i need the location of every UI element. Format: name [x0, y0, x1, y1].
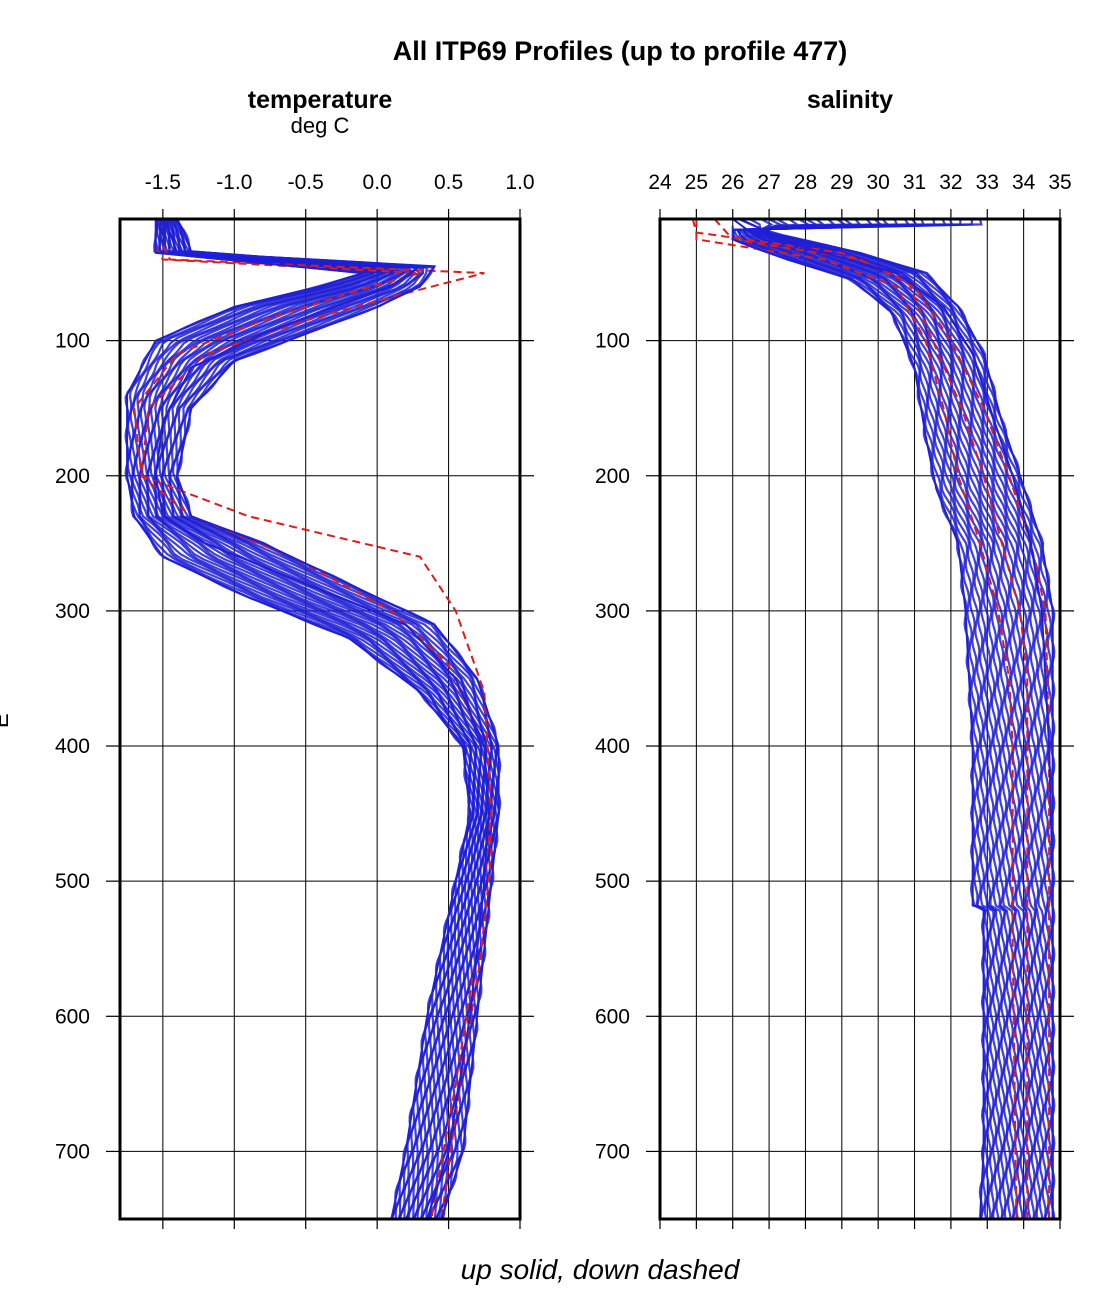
figure-caption: up solid, down dashed — [461, 1254, 741, 1285]
salinity-profiles — [691, 219, 1056, 1219]
salinity-up-profile — [740, 219, 1009, 1219]
salinity-xtick-label: 34 — [1012, 171, 1036, 194]
temperature-up-profile — [145, 219, 484, 1219]
salinity-up-profile — [736, 219, 1003, 1219]
temperature-xtick-label: -0.5 — [288, 171, 324, 194]
salinity-ytick-label: 400 — [595, 735, 630, 758]
salinity-up-profile — [737, 219, 998, 1219]
salinity-ytick-label: 100 — [595, 330, 630, 353]
salinity-up-profile — [741, 219, 1014, 1219]
temperature-up-profile — [158, 219, 491, 1219]
temperature-up-profile — [131, 219, 476, 1219]
salinity-xtick-label: 28 — [794, 171, 817, 194]
salinity-down-profile — [695, 219, 1018, 1219]
salinity-xtick-label: 33 — [976, 171, 999, 194]
temperature-plot-frame — [118, 217, 522, 1221]
salinity-up-profile — [743, 219, 1023, 1219]
salinity-ytick-label: 600 — [595, 1005, 630, 1028]
temperature-up-profile — [153, 219, 489, 1219]
salinity-xtick-label: 27 — [757, 171, 780, 194]
salinity-xtick-label: 26 — [721, 171, 744, 194]
salinity-up-profile — [739, 219, 1012, 1219]
temperature-up-profile — [126, 219, 472, 1219]
salinity-down-profile — [691, 219, 1029, 1219]
temperature-ytick-label: 500 — [55, 870, 90, 893]
temperature-ytick-label: 600 — [55, 1005, 90, 1028]
temperature-xtick-label: 1.0 — [505, 171, 534, 194]
salinity-ytick-label: 700 — [595, 1140, 630, 1163]
temperature-panel-title: temperature — [248, 86, 393, 114]
y-axis-label-fragment: E — [0, 713, 13, 728]
salinity-xtick-label: 25 — [685, 171, 708, 194]
temperature-xtick-label: -1.5 — [145, 171, 181, 194]
salinity-up-profile — [739, 219, 1054, 1219]
salinity-up-profile — [749, 219, 1053, 1219]
temperature-xtick-label: -1.0 — [216, 171, 252, 194]
temperature-up-profile — [128, 219, 475, 1219]
temperature-xtick-label: 0.0 — [363, 171, 392, 194]
temperature-ytick-label: 200 — [55, 465, 90, 488]
salinity-panel-title: salinity — [807, 86, 893, 114]
temperature-up-profile — [143, 219, 483, 1219]
salinity-up-profile — [732, 219, 992, 1219]
salinity-up-profile — [751, 219, 1034, 1219]
salinity-xtick-label: 31 — [903, 171, 926, 194]
temperature-up-profile — [154, 219, 490, 1219]
salinity-panel: 24 25 26 27 28 29 30 31 32 33 34 35 100 200 300 400 500 6… — [595, 171, 1074, 1229]
salinity-xtick-label: 29 — [830, 171, 853, 194]
salinity-ytick-label: 200 — [595, 465, 630, 488]
salinity-up-profile — [735, 219, 995, 1219]
temperature-ytick-label: 700 — [55, 1140, 90, 1163]
salinity-up-profile — [748, 219, 1028, 1219]
temperature-down-profile — [140, 245, 493, 1219]
salinity-up-profile — [757, 219, 1050, 1219]
salinity-xtick-label: 32 — [939, 171, 962, 194]
temperature-ytick-label: 100 — [55, 330, 90, 353]
salinity-up-profile — [732, 219, 1054, 1219]
temperature-up-profile — [137, 219, 480, 1219]
salinity-up-profile — [731, 225, 985, 1219]
temperature-ytick-label: 300 — [55, 600, 90, 623]
temperature-up-profile — [176, 219, 500, 1219]
salinity-plot-frame — [658, 217, 1062, 1221]
salinity-up-profile — [755, 219, 1042, 1219]
temperature-panel: -1.5 -1.0 -0.5 0.0 0.5 1.0 100 200 300 400 500 600 7… — [55, 171, 535, 1229]
temperature-units: deg C — [291, 113, 350, 138]
salinity-up-profile — [757, 219, 1045, 1219]
figure-title: All ITP69 Profiles (up to profile 477) — [393, 36, 848, 66]
temperature-profiles — [124, 219, 502, 1219]
salinity-up-profile — [737, 219, 1056, 1219]
salinity-ytick-label: 500 — [595, 870, 630, 893]
salinity-xtick-label: 30 — [867, 171, 890, 194]
salinity-down-profile — [713, 219, 1051, 1219]
salinity-up-profile — [746, 219, 1026, 1219]
salinity-up-profile — [731, 219, 990, 1219]
salinity-xtick-label: 35 — [1048, 171, 1071, 194]
salinity-xtick-label: 24 — [648, 171, 672, 194]
salinity-ytick-label: 300 — [595, 600, 630, 623]
temperature-ytick-label: 400 — [55, 735, 90, 758]
temperature-xtick-label: 0.5 — [434, 171, 463, 194]
